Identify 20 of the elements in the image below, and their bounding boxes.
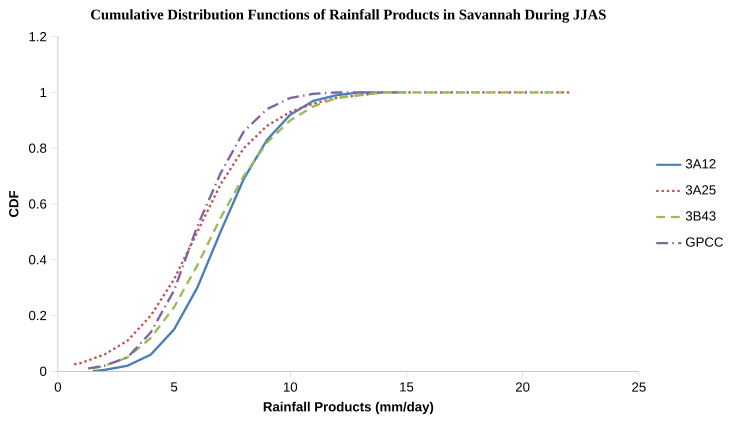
legend-label: 3A12 [686, 159, 716, 168]
y-tick-label: 0.2 [29, 310, 46, 320]
y-tick-label: 1 [40, 88, 46, 97]
x-axis-title: Rainfall Products (mm/day) [264, 402, 434, 414]
x-tick-label: 0 [54, 382, 62, 392]
x-tick-label: 10 [284, 382, 298, 392]
y-tick-label: 0.6 [29, 199, 46, 209]
x-tick-label: 20 [516, 382, 530, 392]
y-tick-label: 0 [40, 366, 46, 376]
y-axis-title: CDF [9, 190, 18, 217]
legend-label: GPCC [686, 237, 723, 247]
x-tick-label: 15 [400, 382, 414, 392]
x-tick-label: 5 [170, 382, 178, 392]
x-tick-label: 25 [632, 382, 646, 392]
y-tick-label: 0.4 [29, 254, 46, 264]
legend-label: 3B43 [686, 211, 716, 221]
y-tick-label: 0.8 [29, 143, 46, 153]
y-tick-label: 1.2 [30, 32, 46, 42]
legend-label: 3A25 [686, 185, 716, 194]
chart-title: Cumulative Distribution Functions of Rainfall Products in Savannah During JJAS [91, 9, 606, 23]
